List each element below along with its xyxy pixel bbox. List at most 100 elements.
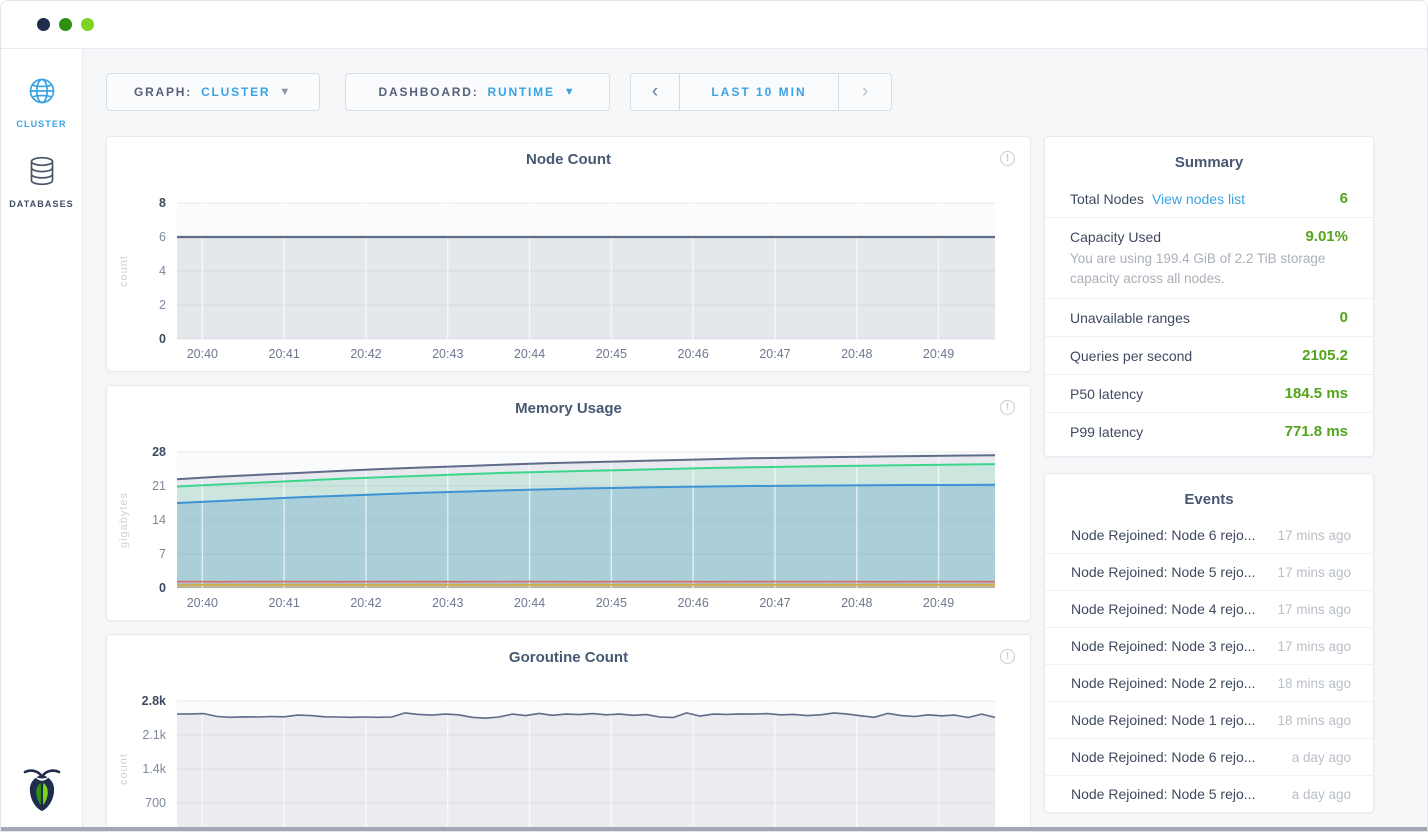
- summary-value: 9.01%: [1305, 228, 1348, 245]
- goroutine-count-chart-card: Goroutine Count ! 07001.4k2.1k2.8k20:402…: [106, 634, 1031, 831]
- y-tick-label: 0: [159, 581, 166, 595]
- capacity-note: You are using 199.4 GiB of 2.2 TiB stora…: [1070, 249, 1348, 288]
- goroutines-area: [177, 713, 995, 831]
- dashboard-dropdown[interactable]: DASHBOARD: RUNTIME ▼: [345, 73, 610, 111]
- event-row[interactable]: Node Rejoined: Node 5 rejo...a day ago: [1045, 775, 1373, 812]
- event-row[interactable]: Node Rejoined: Node 5 rejo... 17 mins ago: [1045, 553, 1373, 590]
- memory-usage-chart: 0714212820:4020:4120:4220:4320:4420:4520…: [107, 386, 1030, 622]
- event-text: Node Rejoined: Node 6 rejo...: [1071, 527, 1255, 543]
- graph-dropdown-label: GRAPH:: [134, 85, 192, 99]
- chevron-left-icon: ‹: [652, 81, 658, 103]
- summary-panel: Summary Total Nodes View nodes list 6 Ca…: [1044, 136, 1374, 457]
- x-tick-label: 20:45: [596, 596, 627, 610]
- event-timestamp: 18 mins ago: [1277, 676, 1351, 691]
- y-tick-label: 28: [152, 445, 166, 459]
- y-tick-label: 6: [159, 230, 166, 244]
- x-tick-label: 20:47: [759, 347, 790, 361]
- event-text: Node Rejoined: Node 5 rejo...: [1071, 564, 1255, 580]
- x-tick-label: 20:42: [350, 596, 381, 610]
- event-text: Node Rejoined: Node 2 rejo...: [1071, 675, 1255, 691]
- x-tick-label: 20:43: [432, 347, 463, 361]
- summary-label: Unavailable ranges: [1070, 310, 1190, 326]
- dashboard-dropdown-value: RUNTIME: [488, 85, 555, 99]
- y-tick-label: 0: [159, 332, 166, 346]
- x-tick-label: 20:41: [269, 596, 300, 610]
- y-tick-label: 700: [145, 796, 166, 810]
- event-text: Node Rejoined: Node 5 rejo...: [1071, 786, 1255, 802]
- event-text: Node Rejoined: Node 1 rejo...: [1071, 712, 1255, 728]
- x-tick-label: 20:46: [678, 347, 709, 361]
- x-tick-label: 20:47: [759, 596, 790, 610]
- window-dot-navy[interactable]: [37, 18, 50, 31]
- event-timestamp: 17 mins ago: [1277, 528, 1351, 543]
- sidebar-item-label: DATABASES: [9, 199, 74, 209]
- event-timestamp: 17 mins ago: [1277, 565, 1351, 580]
- x-tick-label: 20:40: [187, 596, 218, 610]
- summary-value: 6: [1340, 190, 1348, 207]
- sidebar: CLUSTER DATABASES: [1, 49, 83, 831]
- summary-label: P99 latency: [1070, 424, 1143, 440]
- database-icon: [29, 156, 55, 191]
- cockroachdb-logo[interactable]: [21, 764, 63, 819]
- memory-usage-chart-card: Memory Usage ! 0714212820:4020:4120:4220…: [106, 385, 1031, 621]
- x-tick-label: 20:44: [514, 596, 545, 610]
- sidebar-item-databases[interactable]: DATABASES: [1, 156, 82, 209]
- event-row[interactable]: Node Rejoined: Node 6 rejo... 17 mins ago: [1045, 517, 1373, 553]
- y-axis-unit-label: count: [118, 753, 130, 785]
- summary-value: 771.8 ms: [1285, 423, 1348, 440]
- node-count-chart: 0246820:4020:4120:4220:4320:4420:4520:46…: [107, 137, 1030, 373]
- events-list: Node Rejoined: Node 6 rejo... 17 mins ago…: [1045, 517, 1373, 812]
- view-nodes-list-link[interactable]: View nodes list: [1152, 191, 1245, 207]
- event-row[interactable]: Node Rejoined: Node 3 rejo...17 mins ago: [1045, 627, 1373, 664]
- summary-row-p50: P50 latency 184.5 ms: [1045, 374, 1373, 412]
- goroutine-count-chart: 07001.4k2.1k2.8k20:4020:4120:4220:4320:4…: [107, 635, 1030, 831]
- x-tick-label: 20:43: [432, 596, 463, 610]
- chevron-right-icon: ›: [862, 81, 868, 103]
- window-dot-green[interactable]: [59, 18, 72, 31]
- x-tick-label: 20:48: [841, 347, 872, 361]
- node-count-area: [177, 237, 995, 339]
- event-text: Node Rejoined: Node 3 rejo...: [1071, 638, 1255, 654]
- graph-dropdown-value: CLUSTER: [201, 85, 270, 99]
- event-text: Node Rejoined: Node 4 rejo...: [1071, 601, 1255, 617]
- window-dot-lime[interactable]: [81, 18, 94, 31]
- y-tick-label: 7: [159, 547, 166, 561]
- event-timestamp: 18 mins ago: [1277, 713, 1351, 728]
- dashboard-dropdown-label: DASHBOARD:: [379, 85, 479, 99]
- x-tick-label: 20:45: [596, 347, 627, 361]
- y-tick-label: 1.4k: [142, 762, 166, 776]
- summary-label: Queries per second: [1070, 348, 1192, 364]
- time-range-next-button[interactable]: ›: [838, 73, 892, 111]
- sidebar-item-label: CLUSTER: [16, 119, 66, 129]
- globe-icon: [27, 76, 57, 111]
- event-timestamp: a day ago: [1292, 750, 1351, 765]
- events-title: Events: [1045, 474, 1373, 517]
- summary-value: 184.5 ms: [1285, 385, 1348, 402]
- summary-row-unavailable-ranges: Unavailable ranges 0: [1045, 298, 1373, 336]
- y-tick-label: 8: [159, 196, 166, 210]
- event-row[interactable]: Node Rejoined: Node 1 rejo... 18 mins ago: [1045, 701, 1373, 738]
- x-tick-label: 20:40: [187, 347, 218, 361]
- x-tick-label: 20:46: [678, 596, 709, 610]
- graph-dropdown[interactable]: GRAPH: CLUSTER ▼: [106, 73, 320, 111]
- event-row[interactable]: Node Rejoined: Node 6 rejo...a day ago: [1045, 738, 1373, 775]
- summary-label: Total Nodes: [1070, 191, 1144, 207]
- y-tick-label: 2: [159, 298, 166, 312]
- y-axis-unit-label: count: [118, 255, 130, 287]
- main-content: GRAPH: CLUSTER ▼ DASHBOARD: RUNTIME ▼ ‹ …: [83, 49, 1427, 831]
- y-tick-label: 21: [152, 479, 166, 493]
- x-tick-label: 20:49: [923, 596, 954, 610]
- time-range-prev-button[interactable]: ‹: [630, 73, 680, 111]
- event-row[interactable]: Node Rejoined: Node 2 rejo... 18 mins ago: [1045, 664, 1373, 701]
- app-window: CLUSTER DATABASES: [0, 0, 1428, 832]
- time-range-value[interactable]: LAST 10 MIN: [679, 73, 839, 111]
- sidebar-item-cluster[interactable]: CLUSTER: [1, 76, 82, 129]
- y-tick-label: 2.1k: [142, 728, 166, 742]
- x-tick-label: 20:42: [350, 347, 381, 361]
- charts-column: Node Count ! 0246820:4020:4120:4220:4320…: [106, 136, 1031, 831]
- chevron-down-icon: ▼: [279, 87, 292, 98]
- event-row[interactable]: Node Rejoined: Node 4 rejo...17 mins ago: [1045, 590, 1373, 627]
- browser-titlebar: [1, 1, 1427, 49]
- summary-row-p99: P99 latency 771.8 ms: [1045, 412, 1373, 450]
- toolbar: GRAPH: CLUSTER ▼ DASHBOARD: RUNTIME ▼ ‹ …: [106, 73, 1427, 111]
